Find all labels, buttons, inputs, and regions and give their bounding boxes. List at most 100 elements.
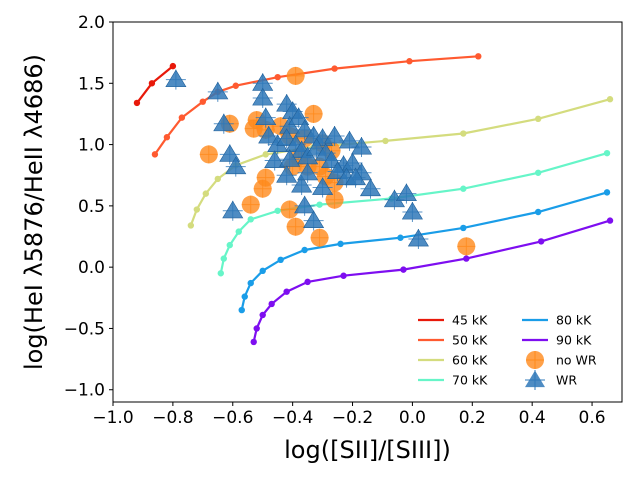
series-point bbox=[247, 279, 254, 287]
x-tick-label: −0.2 bbox=[332, 408, 373, 428]
series-point bbox=[337, 240, 344, 248]
series-point bbox=[277, 256, 284, 264]
legend: 45 kK 50 kK 60 kK 70 kK 80 kK 90 kK no WR WR bbox=[418, 313, 597, 390]
tick-layer: −1.0 −0.8 −0.6 −0.4 −0.2 0.0 0.2 0.4 0.6 −1.0 −0.5… bbox=[64, 13, 606, 428]
x-tick-label: 0.2 bbox=[459, 408, 486, 428]
series-line bbox=[153, 55, 479, 156]
series-point bbox=[475, 53, 482, 60]
wr-point bbox=[344, 167, 367, 186]
no-wr-point bbox=[253, 179, 272, 198]
series-point bbox=[241, 293, 248, 300]
wr-point bbox=[401, 201, 423, 220]
series-point bbox=[534, 169, 542, 176]
wr-point bbox=[225, 156, 247, 175]
y-tick-label: −1.0 bbox=[64, 381, 105, 401]
wr-point bbox=[207, 81, 229, 100]
series-point bbox=[268, 300, 275, 308]
series-point bbox=[226, 241, 233, 249]
legend-label: 90 kK bbox=[556, 333, 592, 348]
legend-entry-wr: WR bbox=[525, 370, 577, 390]
no-wr-point bbox=[457, 237, 476, 256]
series-wr bbox=[165, 69, 429, 249]
series-point bbox=[304, 278, 311, 286]
x-axis-label: log([SII]/[SIII]) bbox=[284, 436, 451, 464]
series-point bbox=[247, 216, 254, 223]
series-point bbox=[220, 255, 227, 262]
y-tick-label: 0.5 bbox=[78, 197, 105, 217]
series-point bbox=[301, 246, 308, 254]
series-point bbox=[148, 80, 156, 87]
series-point bbox=[460, 130, 467, 137]
x-tick-label: −1.0 bbox=[92, 408, 133, 428]
legend-label: 70 kK bbox=[452, 373, 488, 388]
wr-point bbox=[395, 183, 417, 202]
legend-label: 50 kK bbox=[452, 333, 488, 348]
series-point bbox=[603, 149, 611, 157]
series-point bbox=[397, 234, 404, 241]
wr-point bbox=[407, 228, 429, 247]
x-tick-label: −0.8 bbox=[152, 408, 193, 428]
legend-swatch bbox=[526, 351, 544, 369]
series-layer bbox=[133, 53, 614, 346]
series-point bbox=[235, 228, 242, 235]
no-wr-point bbox=[280, 200, 299, 219]
series-point bbox=[133, 99, 141, 107]
no-wr-point bbox=[325, 190, 344, 209]
series-point bbox=[340, 272, 347, 279]
series-point bbox=[606, 217, 614, 224]
no-wr-point bbox=[310, 228, 329, 247]
series-80-kk bbox=[238, 189, 611, 314]
series-point bbox=[331, 65, 338, 72]
no-wr-point bbox=[286, 217, 305, 236]
legend-entry-90-kk: 90 kK bbox=[522, 333, 592, 348]
wr-point bbox=[252, 87, 274, 106]
wr-point bbox=[258, 125, 280, 144]
y-tick-label: 2.0 bbox=[78, 13, 105, 33]
legend-entry-45-kk: 45 kK bbox=[418, 313, 488, 328]
series-point bbox=[178, 114, 186, 121]
legend-entry-60-kk: 60 kK bbox=[418, 353, 488, 368]
series-point bbox=[250, 338, 257, 346]
series-point bbox=[603, 189, 611, 196]
wr-point bbox=[279, 149, 301, 167]
wr-point bbox=[297, 162, 319, 181]
wr-point bbox=[324, 125, 346, 144]
series-point bbox=[199, 98, 207, 105]
wr-point bbox=[312, 177, 334, 195]
series-point bbox=[214, 175, 221, 183]
series-point bbox=[400, 266, 407, 273]
series-point bbox=[163, 134, 171, 141]
wr-point bbox=[276, 165, 298, 183]
series-point bbox=[253, 325, 260, 332]
legend-entry-50-kk: 50 kK bbox=[418, 333, 488, 348]
series-point bbox=[534, 115, 542, 123]
wr-point bbox=[303, 210, 325, 229]
no-wr-point bbox=[286, 66, 305, 85]
series-point bbox=[169, 62, 177, 70]
series-point bbox=[151, 151, 159, 158]
series-point bbox=[606, 96, 614, 103]
y-tick-label: −0.5 bbox=[64, 319, 105, 339]
legend-label: WR bbox=[556, 373, 577, 388]
y-axis-label: log(HeI λ5876/HeII λ4686) bbox=[20, 54, 48, 370]
legend-label: no WR bbox=[556, 353, 597, 368]
wr-point bbox=[288, 107, 310, 126]
x-tick-label: −0.4 bbox=[272, 408, 313, 428]
x-tick-label: 0.0 bbox=[399, 408, 426, 428]
no-wr-point bbox=[304, 104, 323, 123]
x-tick-label: 0.4 bbox=[519, 408, 546, 428]
series-point bbox=[202, 190, 210, 197]
series-point bbox=[217, 270, 224, 277]
legend-label: 45 kK bbox=[452, 313, 488, 328]
series-point bbox=[283, 288, 290, 295]
y-tick-label: 1.0 bbox=[78, 136, 105, 156]
wr-point bbox=[341, 152, 364, 171]
series-point bbox=[259, 267, 266, 275]
wr-point bbox=[339, 130, 361, 149]
series-point bbox=[193, 206, 201, 213]
no-wr-point bbox=[199, 145, 218, 164]
marker-layer bbox=[165, 66, 476, 256]
legend-label: 60 kK bbox=[452, 353, 488, 368]
series-45-kk bbox=[133, 62, 177, 107]
